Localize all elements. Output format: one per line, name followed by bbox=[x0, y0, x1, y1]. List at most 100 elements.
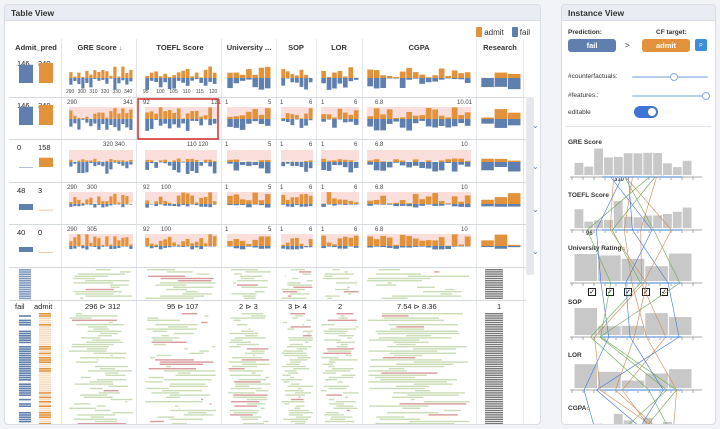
instance-line bbox=[73, 277, 96, 280]
fail-swatch bbox=[511, 27, 518, 37]
admit-bar bbox=[105, 236, 109, 246]
detail-fail-strip bbox=[19, 315, 31, 317]
table-scrollbar[interactable] bbox=[526, 97, 534, 275]
instance-line bbox=[155, 359, 195, 361]
fail-bar bbox=[252, 119, 258, 122]
fail-bar bbox=[399, 162, 406, 166]
instance-line bbox=[240, 275, 263, 277]
detail-admit-strip bbox=[39, 361, 51, 363]
instance-line bbox=[77, 414, 116, 416]
features-slider[interactable] bbox=[632, 95, 708, 97]
search-icon[interactable]: ⌕ bbox=[695, 39, 707, 51]
row1-gre-max: 341 bbox=[123, 100, 134, 106]
row4-gre-min: 290 bbox=[67, 227, 78, 233]
checkbox[interactable]: ✓ bbox=[588, 288, 596, 296]
fail-bar bbox=[89, 246, 93, 247]
instance-line bbox=[288, 409, 309, 412]
admit-bar bbox=[326, 160, 332, 162]
distribution-bar bbox=[594, 148, 603, 175]
fail-bar bbox=[458, 78, 464, 80]
instance-line bbox=[79, 394, 108, 396]
distribution-bar bbox=[574, 308, 598, 335]
counterfactual-path bbox=[622, 336, 666, 391]
expand-chevron-icon[interactable]: ⌄ bbox=[532, 121, 539, 130]
features-slider-knob[interactable] bbox=[702, 92, 711, 100]
instance-line bbox=[108, 385, 129, 387]
instance-line bbox=[152, 330, 167, 332]
instance-line bbox=[260, 407, 265, 409]
row1-fail-count: 146 bbox=[17, 101, 30, 110]
fail-bar bbox=[239, 246, 246, 250]
detail-fail-strip bbox=[19, 361, 31, 363]
instance-line bbox=[241, 313, 264, 315]
checkbox[interactable]: ✓ bbox=[624, 288, 632, 296]
cf-target-badge[interactable]: admit bbox=[642, 39, 690, 52]
detail-admit-strip bbox=[39, 385, 51, 388]
instance-line bbox=[485, 398, 503, 401]
expand-chevron-icon[interactable]: ⌄ bbox=[532, 247, 539, 256]
counterfactual-path bbox=[600, 336, 677, 391]
feature-cgpa-label: CGPA⌂ bbox=[568, 405, 590, 412]
fail-bar bbox=[101, 246, 105, 247]
admit-bar bbox=[481, 240, 494, 246]
counterfactual-path bbox=[594, 336, 601, 391]
admit-bar bbox=[326, 192, 332, 204]
detail-fail-strip bbox=[19, 326, 31, 328]
admit-bar bbox=[89, 242, 93, 246]
instance-line bbox=[336, 405, 354, 407]
fail-bar bbox=[326, 78, 332, 90]
admit-bar bbox=[386, 75, 393, 78]
instance-line bbox=[485, 297, 503, 299]
admit-bar bbox=[304, 245, 308, 247]
row-divider bbox=[9, 139, 526, 140]
admit-bar bbox=[97, 72, 101, 78]
checkbox[interactable]: ✓ bbox=[660, 288, 668, 296]
fail-bar bbox=[367, 119, 373, 127]
legend-fail[interactable]: fail bbox=[511, 27, 530, 37]
fail-bar bbox=[97, 246, 101, 250]
expand-chevron-icon[interactable]: ⌄ bbox=[532, 205, 539, 214]
instance-line bbox=[485, 361, 503, 363]
admit-bar bbox=[73, 115, 77, 119]
instance-line bbox=[85, 288, 114, 291]
instance-line bbox=[233, 381, 261, 383]
instance-line bbox=[283, 354, 308, 357]
fail-bar bbox=[203, 78, 208, 86]
fail-bar bbox=[125, 162, 129, 169]
fail-bar bbox=[458, 204, 464, 207]
distribution-bar bbox=[574, 364, 598, 388]
admit-bar bbox=[386, 109, 393, 119]
instance-line bbox=[370, 359, 442, 361]
fail-bar bbox=[208, 119, 212, 126]
legend-admit[interactable]: admit bbox=[476, 27, 504, 37]
lock-icon[interactable]: ⌂ bbox=[586, 406, 590, 412]
admit-bar bbox=[89, 118, 93, 120]
admit-bar bbox=[432, 240, 438, 246]
editable-toggle[interactable] bbox=[634, 106, 658, 118]
admit-bar bbox=[399, 234, 406, 246]
instance-line bbox=[306, 280, 313, 282]
instance-line bbox=[413, 348, 457, 350]
admit-bar bbox=[348, 114, 354, 119]
admit-bar bbox=[77, 234, 81, 246]
fail-bar bbox=[167, 78, 172, 90]
expand-chevron-icon[interactable]: ⌄ bbox=[532, 162, 539, 171]
row2-admit-count: 158 bbox=[38, 143, 51, 152]
fail-bar bbox=[451, 78, 458, 80]
admit-bar bbox=[109, 159, 113, 162]
admit-bar bbox=[77, 72, 81, 78]
selection-box[interactable] bbox=[137, 98, 219, 140]
instance-line bbox=[290, 269, 305, 271]
fail-bar bbox=[438, 162, 445, 171]
instance-line bbox=[96, 359, 99, 361]
instance-line bbox=[295, 405, 305, 407]
fail-bar bbox=[81, 119, 85, 120]
highlight-band bbox=[367, 234, 471, 245]
instance-line bbox=[378, 337, 452, 339]
fail-bar bbox=[89, 78, 93, 88]
counterfactuals-slider-knob[interactable] bbox=[669, 73, 678, 81]
detail-admit-strip bbox=[39, 420, 51, 423]
instance-view-panel: Instance View Prediction: CF target: fai… bbox=[561, 4, 716, 425]
admit-bar bbox=[438, 160, 445, 162]
admit-bar bbox=[105, 71, 109, 78]
